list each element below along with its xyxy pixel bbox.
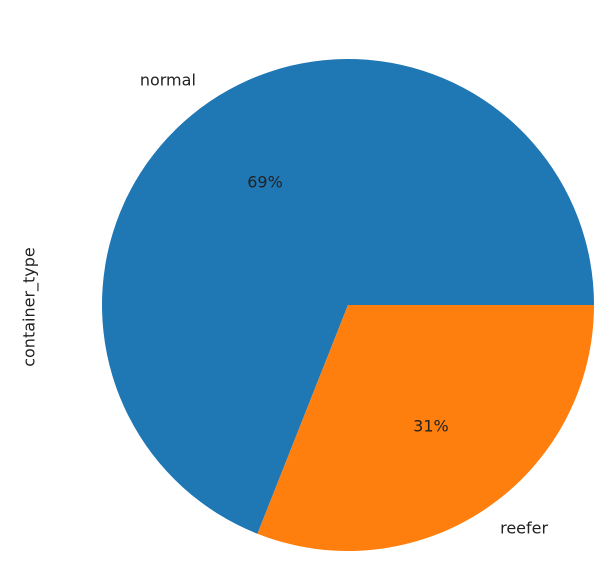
pie-labels: normal 69% reefer 31% [140, 71, 549, 538]
slice-percent-label-normal: 69% [247, 172, 283, 191]
y-axis-label: container_type [20, 247, 40, 367]
pie-slices [101, 59, 594, 552]
pie-slice-reefer [257, 305, 594, 552]
slice-percent-label-reefer: 31% [413, 417, 449, 436]
slice-category-label-reefer: reefer [500, 518, 548, 537]
slice-category-label-normal: normal [140, 71, 196, 90]
pie-slice-normal [101, 59, 594, 534]
